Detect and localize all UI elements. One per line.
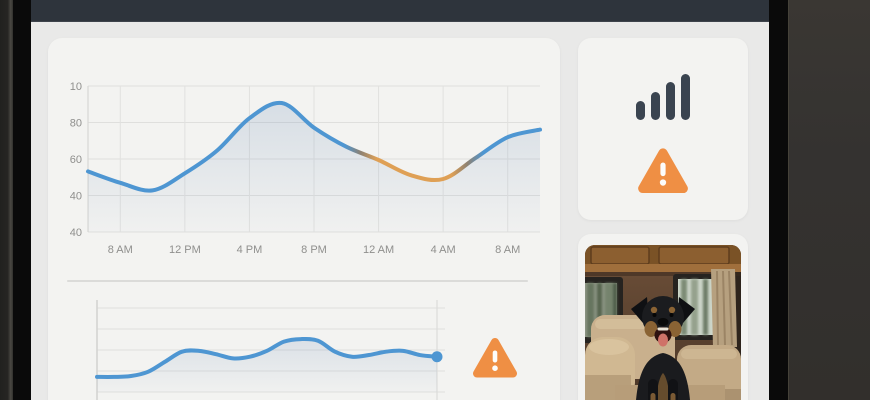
camera-photo[interactable] <box>585 245 741 400</box>
status-card[interactable] <box>578 38 748 220</box>
charts-card[interactable]: 10 80 60 40 40 8 AM 12 PM 4 PM 8 PM 12 AM 4 AM 8 AM <box>48 38 560 400</box>
svg-text:4 PM: 4 PM <box>237 244 263 256</box>
svg-text:80: 80 <box>70 118 82 130</box>
warning-triangle-icon[interactable] <box>637 147 689 195</box>
svg-text:12 PM: 12 PM <box>169 244 201 256</box>
svg-text:8 PM: 8 PM <box>301 244 327 256</box>
svg-text:40: 40 <box>70 227 82 239</box>
sparkline-chart <box>95 300 445 400</box>
svg-text:60: 60 <box>70 154 82 166</box>
warning-triangle-icon[interactable] <box>472 335 518 381</box>
svg-text:10: 10 <box>70 81 82 93</box>
dashboard-screen: 10 80 60 40 40 8 AM 12 PM 4 PM 8 PM 12 AM 4 AM 8 AM <box>31 0 769 400</box>
svg-text:8 AM: 8 AM <box>495 244 520 256</box>
dog-rv-photo-illustration <box>585 245 741 400</box>
desk-background <box>788 0 870 400</box>
device-bezel-left <box>13 0 31 400</box>
card-divider <box>67 280 528 282</box>
device-frame-left <box>0 0 13 400</box>
svg-text:12 AM: 12 AM <box>363 244 394 256</box>
signal-bars-icon <box>636 74 690 120</box>
svg-text:40: 40 <box>70 191 82 203</box>
svg-text:4 AM: 4 AM <box>431 244 456 256</box>
header-bar <box>31 0 769 22</box>
timeseries-area-chart: 10 80 60 40 40 8 AM 12 PM 4 PM 8 PM 12 AM 4 AM 8 AM <box>70 81 542 256</box>
device-bezel-right <box>769 0 788 400</box>
camera-card[interactable] <box>578 234 748 400</box>
svg-text:8 AM: 8 AM <box>108 244 133 256</box>
